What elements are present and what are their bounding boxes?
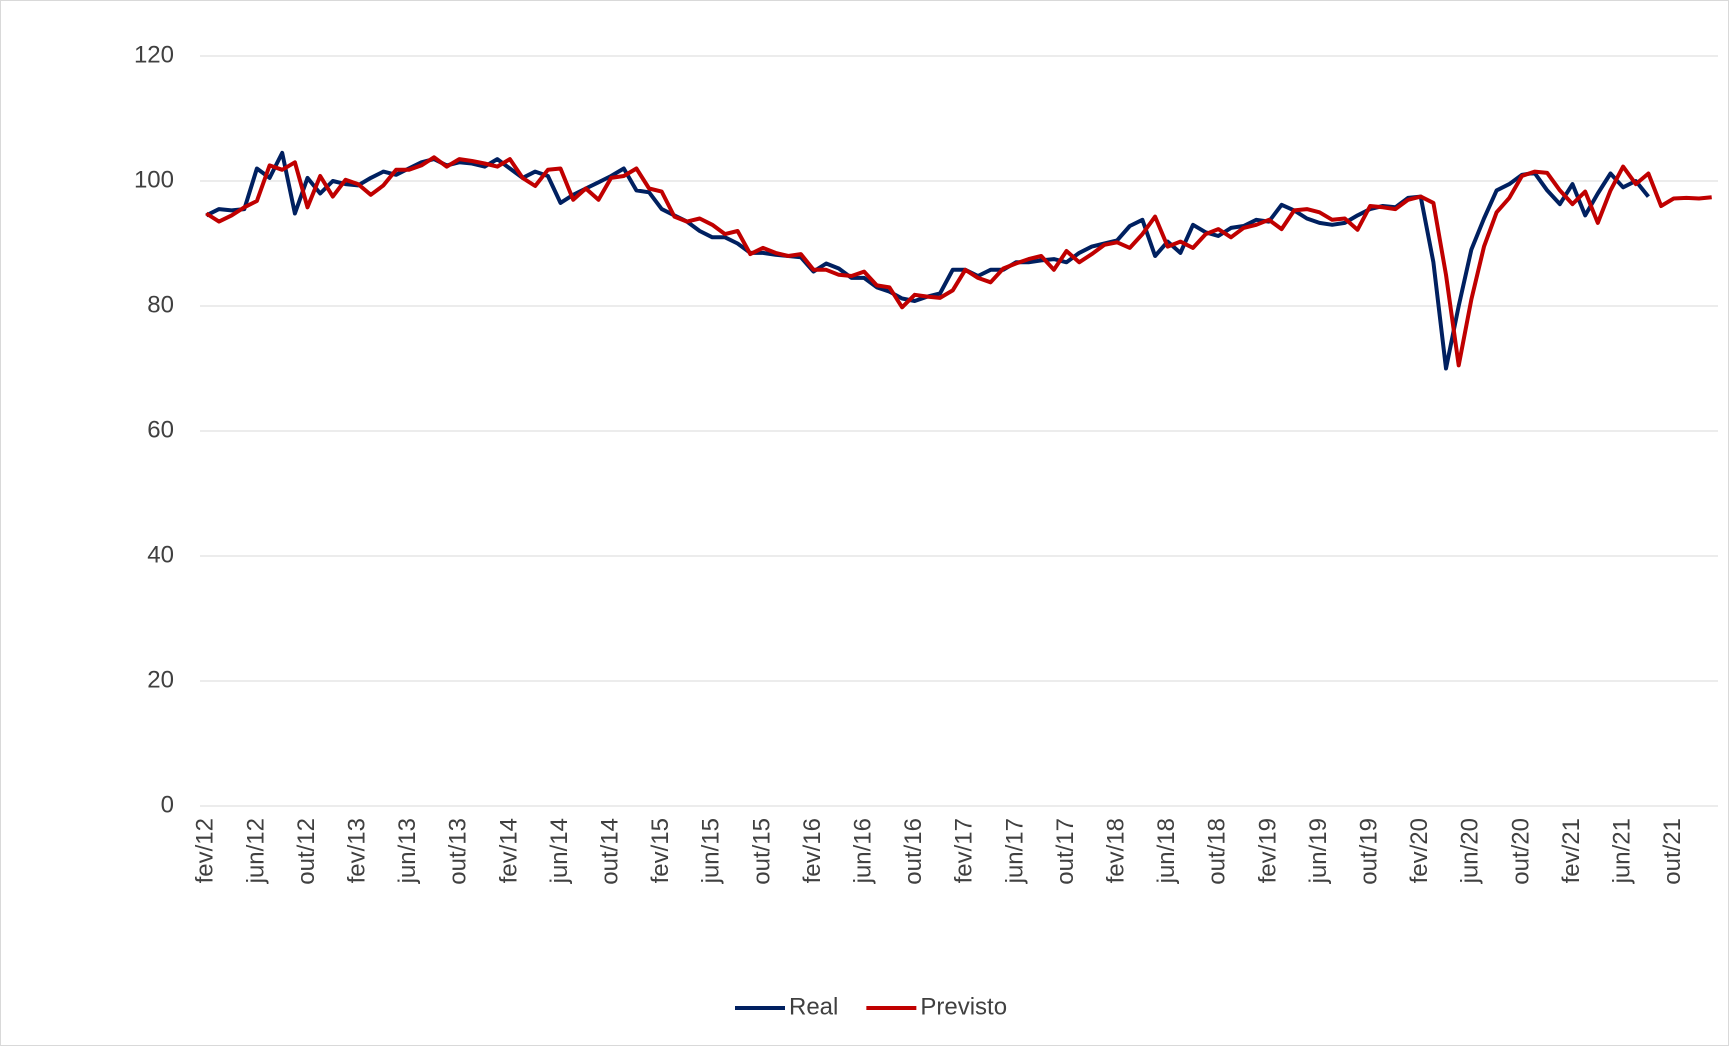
x-tick-label: out/12 xyxy=(293,818,320,885)
x-tick-label: out/13 xyxy=(445,818,472,885)
x-tick-label: jun/21 xyxy=(1608,818,1635,884)
x-tick-label: jun/15 xyxy=(698,818,725,884)
x-tick-label: fev/21 xyxy=(1558,818,1585,883)
y-tick-label: 80 xyxy=(147,291,174,318)
x-tick-label: jun/20 xyxy=(1457,818,1484,884)
x-tick-label: fev/17 xyxy=(951,818,978,883)
legend-label: Real xyxy=(789,993,838,1020)
y-tick-label: 120 xyxy=(134,41,174,68)
x-tick-label: jun/19 xyxy=(1305,818,1332,884)
x-tick-label: fev/13 xyxy=(343,818,370,883)
x-tick-label: jun/13 xyxy=(394,818,421,884)
x-tick-label: out/21 xyxy=(1659,818,1686,885)
x-tick-label: fev/20 xyxy=(1406,818,1433,883)
x-tick-label: out/20 xyxy=(1507,818,1534,885)
x-tick-label: fev/15 xyxy=(647,818,674,883)
x-tick-label: fev/14 xyxy=(495,818,522,883)
x-tick-label: out/18 xyxy=(1204,818,1231,885)
x-tick-label: out/17 xyxy=(1052,818,1079,885)
legend-label: Previsto xyxy=(920,993,1007,1020)
x-tick-label: jun/17 xyxy=(1001,818,1028,884)
y-tick-label: 60 xyxy=(147,416,174,443)
y-tick-label: 100 xyxy=(134,166,174,193)
x-tick-label: fev/12 xyxy=(192,818,219,883)
x-tick-label: out/16 xyxy=(900,818,927,885)
y-tick-label: 40 xyxy=(147,541,174,568)
y-tick-label: 0 xyxy=(161,791,174,818)
x-tick-label: jun/16 xyxy=(849,818,876,884)
x-tick-label: fev/18 xyxy=(1102,818,1129,883)
x-tick-label: out/19 xyxy=(1355,818,1382,885)
series-line xyxy=(205,155,1712,368)
x-tick-label: jun/14 xyxy=(546,818,573,884)
x-tick-label: out/14 xyxy=(596,818,623,885)
x-tick-label: fev/19 xyxy=(1254,818,1281,883)
x-tick-label: out/15 xyxy=(748,818,775,885)
x-tick-label: jun/18 xyxy=(1153,818,1180,884)
x-tick-label: fev/16 xyxy=(799,818,826,883)
x-tick-label: jun/12 xyxy=(242,818,269,884)
y-tick-label: 20 xyxy=(147,666,174,693)
